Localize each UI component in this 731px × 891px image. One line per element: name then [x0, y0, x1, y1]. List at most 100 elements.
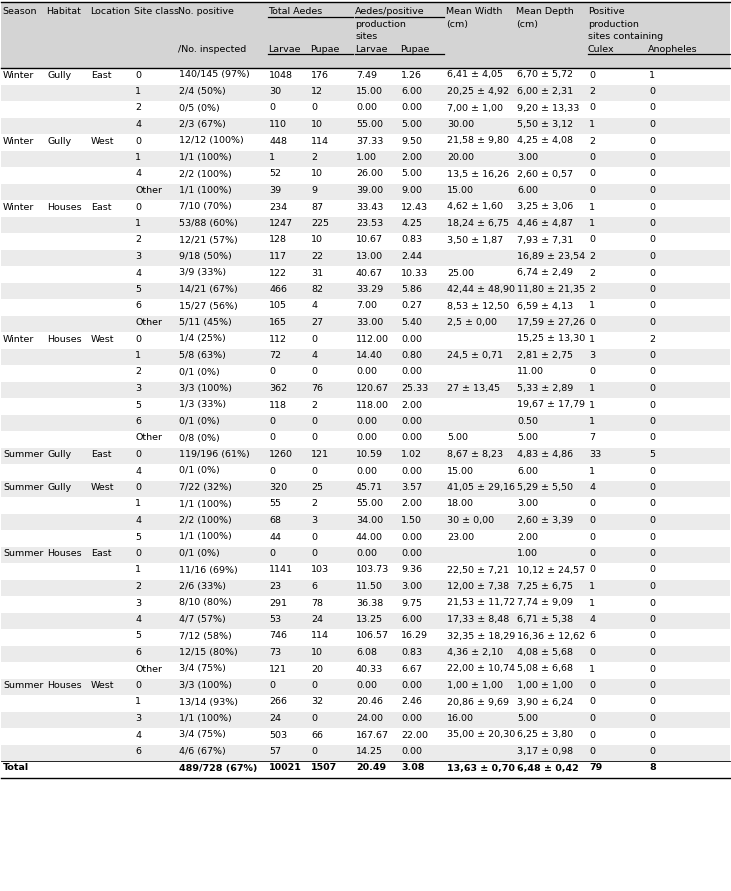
Text: 22.00: 22.00 [401, 731, 428, 740]
Text: 0: 0 [589, 500, 595, 509]
Text: Houses: Houses [47, 681, 82, 690]
Text: East: East [91, 450, 112, 459]
Text: 0: 0 [311, 334, 317, 344]
Text: 20,25 ± 4,92: 20,25 ± 4,92 [447, 87, 509, 96]
Text: 19,67 ± 17,79: 19,67 ± 17,79 [517, 400, 585, 410]
Text: 0: 0 [311, 417, 317, 426]
Text: 1: 1 [589, 400, 595, 410]
Text: 24: 24 [311, 615, 323, 624]
Text: 112.00: 112.00 [356, 334, 389, 344]
Text: 11/16 (69%): 11/16 (69%) [179, 566, 238, 575]
Text: 3/3 (100%): 3/3 (100%) [179, 384, 232, 393]
Text: 6: 6 [311, 582, 317, 591]
Text: 16,36 ± 12,62: 16,36 ± 12,62 [517, 632, 585, 641]
Text: 6,70 ± 5,72: 6,70 ± 5,72 [517, 70, 573, 79]
Text: 105: 105 [269, 301, 287, 310]
Text: 7/12 (58%): 7/12 (58%) [179, 632, 232, 641]
Text: 33.00: 33.00 [356, 318, 383, 327]
Bar [1, 464, 730, 480]
Text: 1.50: 1.50 [401, 516, 422, 525]
Text: 1/1 (100%): 1/1 (100%) [179, 500, 232, 509]
Text: Culex: Culex [588, 45, 615, 54]
Text: 5,29 ± 5,50: 5,29 ± 5,50 [517, 483, 573, 492]
Text: 1: 1 [135, 698, 141, 707]
Text: 1: 1 [135, 219, 141, 228]
Text: 2: 2 [311, 153, 317, 162]
Text: 20.46: 20.46 [356, 698, 383, 707]
Text: 106.57: 106.57 [356, 632, 389, 641]
Text: 3: 3 [135, 599, 141, 608]
Text: 291: 291 [269, 599, 287, 608]
Bar [1, 497, 730, 513]
Text: 1,00 ± 1,00: 1,00 ± 1,00 [447, 681, 503, 690]
Text: 2: 2 [589, 136, 595, 145]
Text: 0: 0 [135, 334, 141, 344]
Text: Total Aedes: Total Aedes [268, 7, 322, 16]
Text: 5.00: 5.00 [447, 434, 468, 443]
Text: 0/1 (0%): 0/1 (0%) [179, 417, 220, 426]
Text: 1048: 1048 [269, 70, 293, 79]
Text: 24.00: 24.00 [356, 714, 383, 723]
Text: 3.00: 3.00 [517, 500, 538, 509]
Bar [1, 530, 730, 546]
Text: 121: 121 [269, 665, 287, 674]
Text: 4: 4 [135, 516, 141, 525]
Text: 0: 0 [649, 153, 655, 162]
Text: 2: 2 [311, 500, 317, 509]
Text: 9.00: 9.00 [401, 186, 422, 195]
Text: Season: Season [2, 7, 37, 16]
Bar [1, 282, 730, 299]
Text: 0: 0 [649, 351, 655, 360]
Text: 0: 0 [649, 367, 655, 377]
Text: 3.00: 3.00 [517, 153, 538, 162]
Text: 234: 234 [269, 202, 287, 211]
Bar [1, 431, 730, 447]
Text: 8,67 ± 8,23: 8,67 ± 8,23 [447, 450, 503, 459]
Text: 9.36: 9.36 [401, 566, 422, 575]
Text: 1: 1 [589, 467, 595, 476]
Text: 0: 0 [649, 268, 655, 277]
Text: 20.49: 20.49 [356, 764, 386, 772]
Bar [1, 266, 730, 282]
Text: 0: 0 [649, 417, 655, 426]
Text: 6: 6 [135, 747, 141, 756]
Text: 4,25 ± 4,08: 4,25 ± 4,08 [517, 136, 573, 145]
Text: 53/88 (60%): 53/88 (60%) [179, 219, 238, 228]
Text: 6.00: 6.00 [517, 467, 538, 476]
Text: 0: 0 [269, 103, 275, 112]
Text: 4: 4 [135, 467, 141, 476]
Text: 4,08 ± 5,68: 4,08 ± 5,68 [517, 648, 573, 657]
Text: 20.00: 20.00 [447, 153, 474, 162]
Bar [1, 101, 730, 118]
Text: Larvae: Larvae [268, 45, 300, 54]
Text: 4/7 (57%): 4/7 (57%) [179, 615, 226, 624]
Text: 6,71 ± 5,38: 6,71 ± 5,38 [517, 615, 573, 624]
Text: Summer: Summer [3, 483, 43, 492]
Text: 10.59: 10.59 [356, 450, 383, 459]
Text: 4: 4 [135, 169, 141, 178]
Text: 5.00: 5.00 [517, 714, 538, 723]
Text: 10.67: 10.67 [356, 235, 383, 244]
Text: 1: 1 [589, 219, 595, 228]
Text: 119/196 (61%): 119/196 (61%) [179, 450, 250, 459]
Text: 68: 68 [269, 516, 281, 525]
Text: 0: 0 [649, 301, 655, 310]
Text: 2: 2 [649, 334, 655, 344]
Bar [1, 761, 730, 778]
Text: 0: 0 [589, 747, 595, 756]
Text: 17,59 ± 27,26: 17,59 ± 27,26 [517, 318, 585, 327]
Text: 2,60 ± 0,57: 2,60 ± 0,57 [517, 169, 573, 178]
Text: 3/3 (100%): 3/3 (100%) [179, 681, 232, 690]
Text: 3/9 (33%): 3/9 (33%) [179, 268, 226, 277]
Text: 114: 114 [311, 632, 329, 641]
Text: 0/1 (0%): 0/1 (0%) [179, 367, 220, 377]
Text: Other: Other [135, 434, 162, 443]
Text: 4: 4 [311, 301, 317, 310]
Text: 23.53: 23.53 [356, 219, 383, 228]
Text: 21,58 ± 9,80: 21,58 ± 9,80 [447, 136, 509, 145]
Text: 0.00: 0.00 [401, 533, 422, 542]
Text: 1: 1 [135, 87, 141, 96]
Text: 1/1 (100%): 1/1 (100%) [179, 153, 232, 162]
Text: 6.08: 6.08 [356, 648, 377, 657]
Text: East: East [91, 202, 112, 211]
